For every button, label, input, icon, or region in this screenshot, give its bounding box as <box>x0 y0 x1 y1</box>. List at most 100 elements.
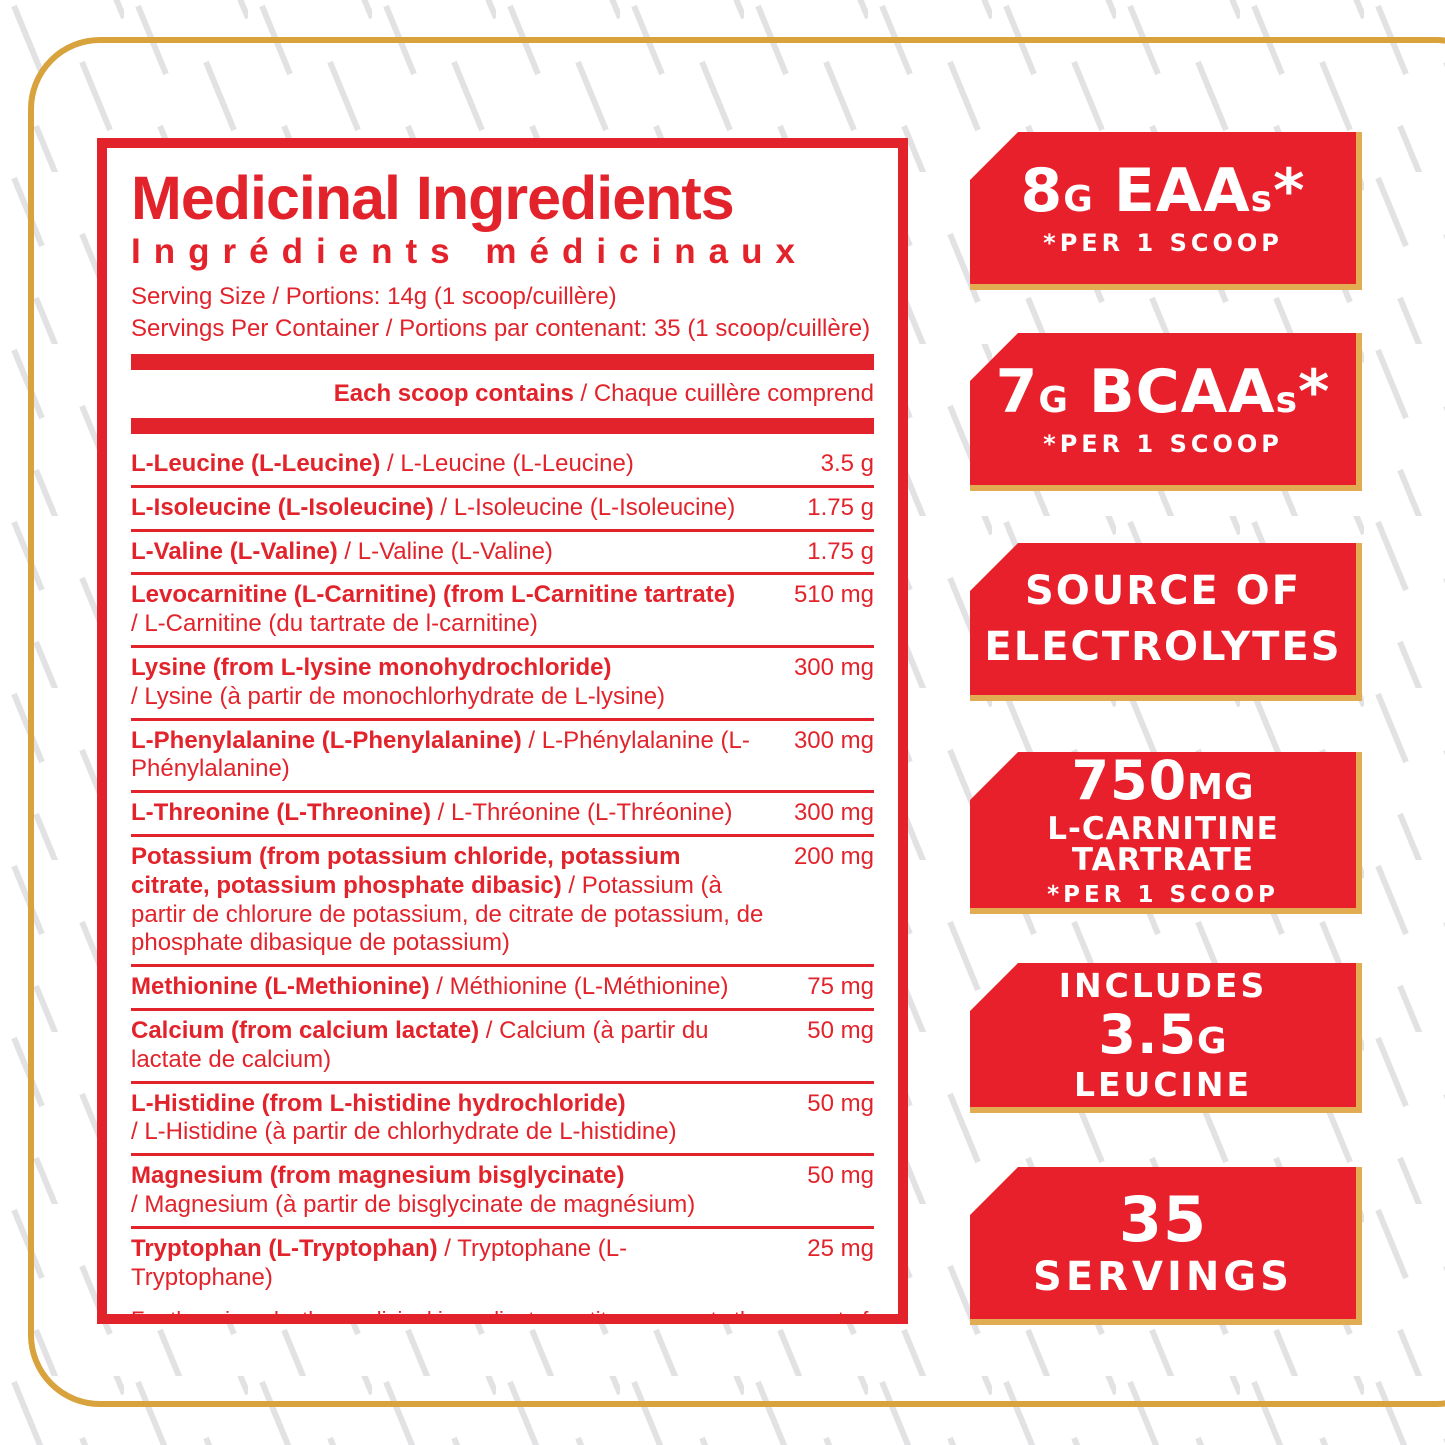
badge-eaas: 8G EAAs* *PER 1 SCOOP <box>970 132 1362 290</box>
scoop-header-en: Each scoop contains <box>333 380 574 408</box>
ingredient-amount: 3.5 g <box>820 450 874 478</box>
badge-bcaas-unit: G <box>1038 380 1069 421</box>
medicinal-ingredients-panel: Medicinal Ingredients Ingrédients médici… <box>97 138 908 1324</box>
panel-title-fr: Ingrédients médicinaux <box>131 232 808 272</box>
ingredient-name-en: L-Valine (L-Valine) <box>131 537 338 565</box>
ingredient-amount: 50 mg <box>807 1162 874 1190</box>
ingredient-name-en: Lysine (from L-lysine monohydrochloride) <box>131 654 612 682</box>
ingredient-name: Potassium (from potassium chloride, pota… <box>131 843 764 958</box>
ingredient-name: Calcium (from calcium lactate) / Calcium… <box>131 1017 764 1075</box>
minerals-note-en: For the minerals, the medicinal ingredie… <box>131 1307 869 1324</box>
scoop-header-fr: / Chaque cuillère comprend <box>573 380 874 408</box>
divider-bar-header <box>131 418 874 435</box>
ingredient-name-en: L-Threonine (L-Threonine) <box>131 799 431 827</box>
ingredient-name-fr: / Méthionine (L-Méthionine) <box>429 973 729 1001</box>
badge-eaas-note: *PER 1 SCOOP <box>1043 229 1283 257</box>
ingredient-name-fr: / Tryptophane (L-Tryptophane) <box>131 1234 628 1291</box>
ingredient-row: Levocarnitine (L-Carnitine) (from L-Carn… <box>131 572 874 645</box>
badge-electrolytes-face: SOURCE OF ELECTROLYTES <box>970 543 1356 695</box>
badge-carnitine: 750MG L-CARNITINE TARTRATE *PER 1 SCOOP <box>970 752 1362 914</box>
servings-per-container-line: Servings Per Container / Portions par co… <box>131 315 871 343</box>
badge-leucine-face: INCLUDES 3.5G LEUCINE <box>970 963 1356 1107</box>
ingredient-name-fr: / Calcium (à partir du lactate de calciu… <box>131 1017 709 1073</box>
badge-leucine-unit: G <box>1197 1021 1228 1062</box>
badge-eaas-value: 8 <box>1020 156 1064 226</box>
ingredient-name-fr: / L-Isoleucine (L-Isoleucine) <box>433 493 736 521</box>
ingredient-name-en: L-Leucine (L-Leucine) <box>131 450 381 478</box>
ingredient-amount: 300 mg <box>793 799 874 827</box>
badge-leucine-value: 3.5 <box>1098 1003 1198 1066</box>
ingredient-row: L-Valine (L-Valine) / L-Valine (L-Valine… <box>131 528 874 573</box>
ingredient-row: L-Histidine (from L-histidine hydrochlor… <box>131 1080 874 1154</box>
badge-eaas-star: * <box>1273 156 1306 226</box>
ingredient-name-en: L-Phenylalanine (L-Phenylalanine) <box>131 726 522 754</box>
badge-carnitine-face: 750MG L-CARNITINE TARTRATE *PER 1 SCOOP <box>970 752 1356 908</box>
ingredient-row: Calcium (from calcium lactate) / Calcium… <box>131 1008 874 1081</box>
ingredient-amount: 75 mg <box>807 973 874 1001</box>
badge-electrolytes-line1: SOURCE OF <box>1024 568 1302 614</box>
ingredient-amount: 50 mg <box>807 1089 874 1117</box>
ingredient-row: Lysine (from L-lysine monohydrochloride)… <box>131 645 874 718</box>
ingredient-name: L-Phenylalanine (L-Phenylalanine) / L-Ph… <box>131 727 764 785</box>
ingredient-row: Methionine (L-Methionine) / Méthionine (… <box>131 964 874 1008</box>
scoop-header: Each scoop contains / Chaque cuillère co… <box>131 380 874 408</box>
ingredient-name: L-Valine (L-Valine) / L-Valine (L-Valine… <box>131 538 764 567</box>
serving-size-line: Serving Size / Portions: 14g (1 scoop/cu… <box>131 283 617 311</box>
ingredient-row: Magnesium (from magnesium bisglycinate) /… <box>131 1153 874 1226</box>
badge-eaas-headline: 8G EAAs* <box>1021 161 1306 221</box>
badge-servings-face: 35 SERVINGS <box>970 1167 1356 1319</box>
ingredient-name: Levocarnitine (L-Carnitine) (from L-Carn… <box>131 581 764 639</box>
badge-carnitine-label: L-CARNITINE TARTRATE <box>1047 810 1279 878</box>
ingredient-name-en: L-Histidine (from L-histidine hydrochlor… <box>131 1089 626 1117</box>
ingredient-amount: 50 mg <box>807 1017 874 1044</box>
ingredient-name-en: Tryptophan (L-Tryptophan) <box>131 1234 438 1262</box>
ingredient-row: Potassium (from potassium chloride, pota… <box>131 834 874 964</box>
badge-bcaas-label-small: s <box>1275 380 1298 421</box>
ingredient-row: L-Leucine (L-Leucine) / L-Leucine (L-Leu… <box>131 444 874 485</box>
ingredient-name-en: Calcium (from calcium lactate) <box>131 1017 480 1044</box>
badge-carnitine-headline: 750MG <box>1071 753 1255 808</box>
ingredient-row: L-Isoleucine (L-Isoleucine) / L-Isoleuci… <box>131 484 874 529</box>
badge-servings-headline: 35 <box>1119 1189 1207 1251</box>
badge-servings-value: 35 <box>1118 1183 1208 1256</box>
ingredient-name-en: Magnesium (from magnesium bisglycinate) <box>131 1162 625 1190</box>
ingredient-name: Lysine (from L-lysine monohydrochloride)… <box>131 654 764 712</box>
ingredient-name: Magnesium (from magnesium bisglycinate) /… <box>131 1162 764 1220</box>
badge-eaas-label-small: s <box>1250 179 1274 220</box>
badge-eaas-label: EAA <box>1113 156 1251 226</box>
badge-bcaas: 7G BCAAs* *PER 1 SCOOP <box>970 333 1362 491</box>
badge-servings: 35 SERVINGS <box>970 1167 1362 1325</box>
badge-leucine-line3: LEUCINE <box>1073 1065 1253 1104</box>
ingredient-row: L-Phenylalanine (L-Phenylalanine) / L-Ph… <box>131 717 874 791</box>
ingredient-name-en: Potassium (from potassium chloride, pota… <box>131 843 681 899</box>
badge-bcaas-note: *PER 1 SCOOP <box>1043 430 1283 458</box>
minerals-note: For the minerals, the medicinal ingredie… <box>131 1306 874 1324</box>
badge-electrolytes-line2: ELECTROLYTES <box>984 624 1342 670</box>
ingredient-row: L-Threonine (L-Threonine) / L-Thréonine … <box>131 790 874 834</box>
ingredient-amount: 1.75 g <box>807 493 874 521</box>
ingredient-name: Methionine (L-Methionine) / Méthionine (… <box>131 973 764 1002</box>
ingredient-name-fr: / L-Phénylalanine (L-Phénylalanine) <box>131 726 750 783</box>
ingredient-name: L-Isoleucine (L-Isoleucine) / L-Isoleuci… <box>131 494 764 523</box>
badge-carnitine-unit: MG <box>1187 766 1255 808</box>
ingredient-name-fr: / L-Histidine (à partir de chlorhydrate … <box>131 1118 677 1146</box>
badge-leucine-line1: INCLUDES <box>1058 966 1268 1005</box>
ingredient-name-fr: / L-Leucine (L-Leucine) <box>380 450 634 478</box>
ingredient-name-en: Methionine (L-Methionine) <box>131 973 430 1001</box>
ingredient-name-fr: / Magnesium (à partir de bisglycinate de… <box>131 1190 696 1218</box>
badge-leucine-headline: 3.5G <box>1098 1008 1227 1062</box>
badge-servings-label: SERVINGS <box>1033 1254 1293 1300</box>
ingredient-amount: 300 mg <box>793 654 874 682</box>
ingredient-name-fr: / L-Thréonine (L-Thréonine) <box>430 799 733 827</box>
panel-title-en: Medicinal Ingredients <box>131 164 735 232</box>
ingredient-name: L-Histidine (from L-histidine hydrochlor… <box>131 1090 764 1148</box>
ingredient-name: Tryptophan (L-Tryptophan) / Tryptophane … <box>131 1235 764 1293</box>
ingredient-amount: 300 mg <box>793 726 874 754</box>
badge-eaas-face: 8G EAAs* *PER 1 SCOOP <box>970 132 1356 284</box>
badge-eaas-unit: G <box>1063 179 1094 220</box>
badge-bcaas-face: 7G BCAAs* *PER 1 SCOOP <box>970 333 1356 485</box>
badge-bcaas-label: BCAA <box>1088 357 1276 427</box>
badge-leucine: INCLUDES 3.5G LEUCINE <box>970 963 1362 1113</box>
ingredient-amount: 200 mg <box>793 843 874 871</box>
